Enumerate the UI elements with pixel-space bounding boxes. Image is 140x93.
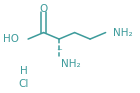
Text: Cl: Cl: [19, 79, 29, 89]
Text: HO: HO: [3, 34, 19, 44]
Text: O: O: [39, 4, 48, 14]
Text: NH₂: NH₂: [113, 28, 133, 38]
Text: NH₂: NH₂: [61, 59, 81, 69]
Text: ~: ~: [56, 47, 62, 53]
Text: H: H: [20, 66, 28, 76]
